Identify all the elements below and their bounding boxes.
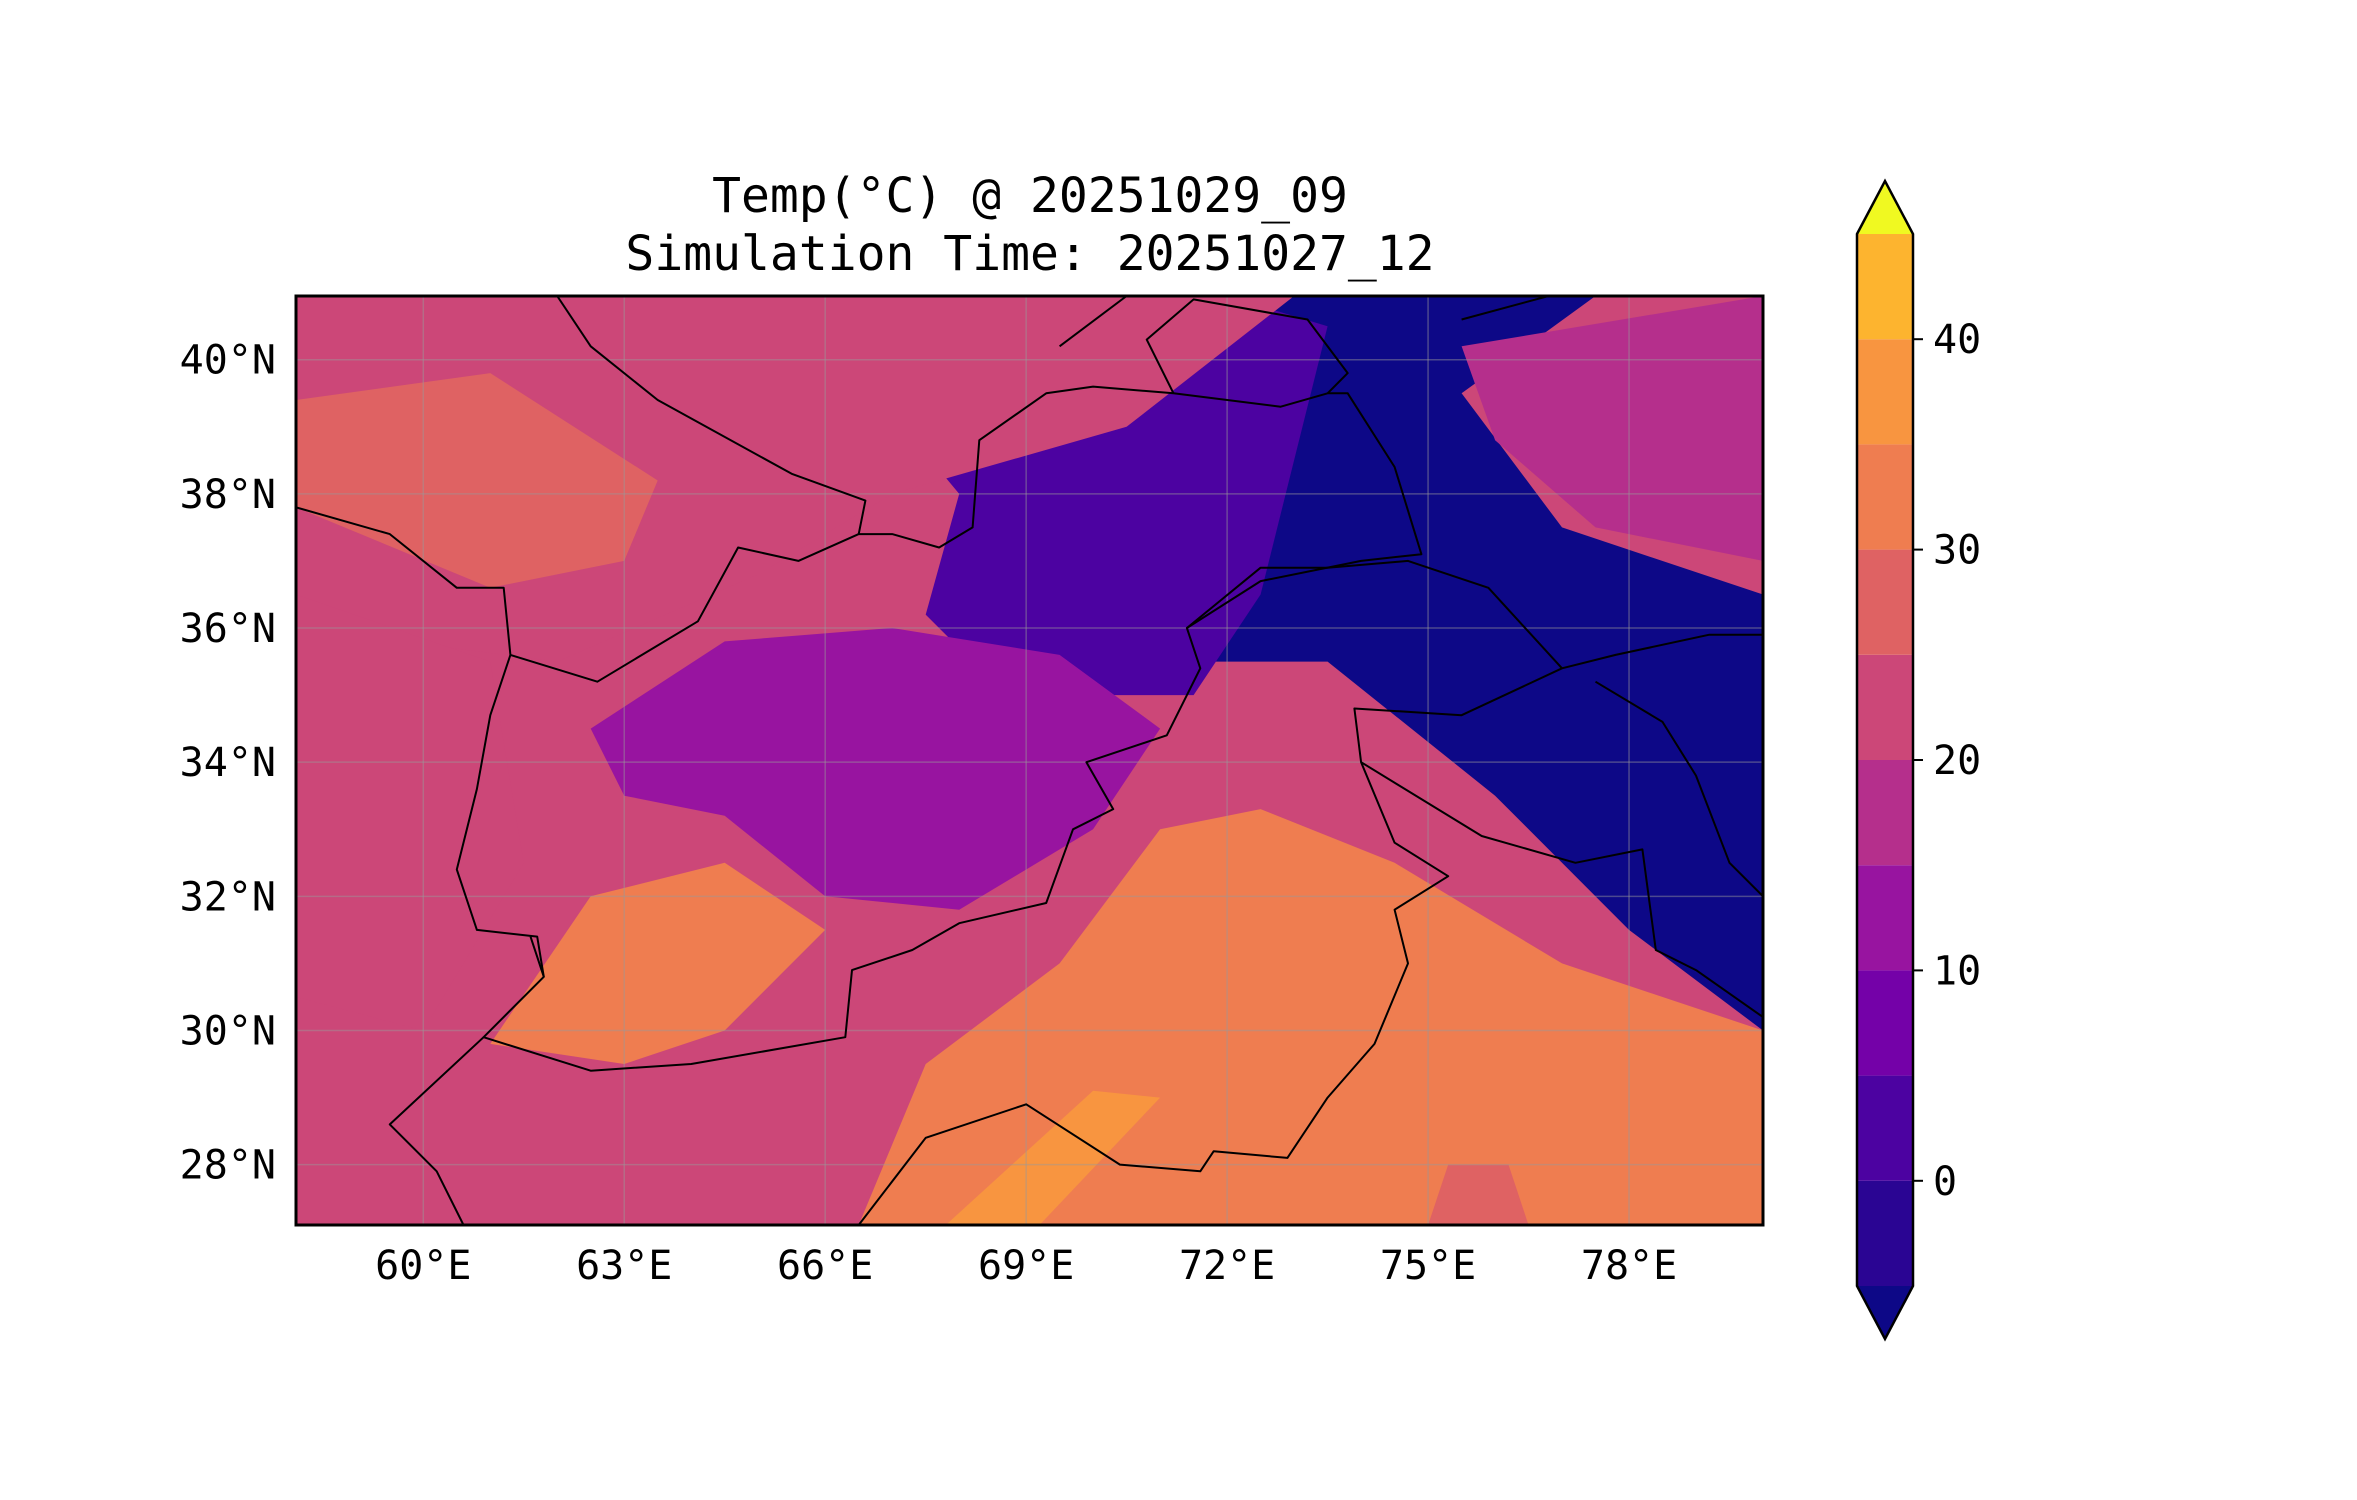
y-tick-label: 28°N [180,1143,276,1189]
colorbar-segment [1857,234,1913,340]
colorbar-segment [1857,1075,1913,1181]
x-tick-label: 78°E [1581,1243,1677,1289]
y-tick-label: 30°N [180,1008,276,1054]
x-tick-label: 66°E [777,1243,873,1289]
colorbar-segment [1857,549,1913,655]
colorbar-segment [1857,865,1913,971]
chart-title: Temp(°C) @ 20251029_09 [712,168,1348,224]
x-tick-label: 63°E [576,1243,672,1289]
country-border [1058,296,1128,348]
colorbar-extend-top [1857,181,1913,234]
y-axis-ticks: 28°N 30°N 32°N 34°N 36°N 38°N 40°N [180,338,276,1189]
colorbar: 0 10 20 30 40 [1855,178,1981,1342]
colorbar-segment [1857,970,1913,1076]
colorbar-tick-label: 30 [1933,528,1981,574]
country-border [556,296,867,535]
colorbar-segment [1857,654,1913,760]
colorbar-tick-label: 10 [1933,948,1981,994]
map-axes: 60°E 63°E 66°E 69°E 72°E 75°E 78°E 28°N 30°N 32°… [180,294,1765,1289]
country-borders [296,296,1763,1225]
colorbar-outline [1855,178,1915,1342]
field-region-afghan-highlands [590,628,1161,910]
field-region-rajasthan-patch [1428,1164,1529,1225]
country-border [296,385,1423,1072]
y-tick-label: 36°N [180,606,276,652]
colorbar-tick-label: 0 [1933,1159,1957,1205]
x-tick-label: 75°E [1380,1243,1476,1289]
colorbar-segment [1857,444,1913,550]
y-tick-label: 32°N [180,874,276,920]
colorbar-segment [1857,339,1913,445]
country-border [1594,680,1763,898]
x-axis-ticks: 60°E 63°E 66°E 69°E 72°E 75°E 78°E [375,1243,1677,1289]
temperature-field [296,296,1763,1225]
colorbar-segment [1857,1180,1913,1286]
y-tick-label: 38°N [180,472,276,518]
gridlines [296,296,1763,1225]
country-border [388,1036,485,1225]
country-border [1186,559,1563,669]
country-border [529,936,545,978]
country-border [857,633,1763,1225]
x-tick-label: 60°E [375,1243,471,1289]
field-region-sindh-hot [945,1090,1161,1225]
chart-subtitle: Simulation Time: 20251027_12 [625,226,1435,282]
x-tick-label: 69°E [978,1243,1074,1289]
colorbar-tick-label: 20 [1933,738,1981,784]
field-region-tarim-plateau [1461,296,1763,561]
field-region-iran-plateau-west [296,594,524,1031]
country-border [1145,298,1349,395]
colorbar-segment [1857,760,1913,866]
colorbar-extend-bottom [1857,1286,1913,1339]
x-tick-label: 72°E [1179,1243,1275,1289]
map-frame [294,294,1765,1227]
field-region-sistan-helmand [490,862,826,1064]
y-tick-label: 34°N [180,740,276,786]
y-tick-label: 40°N [180,338,276,384]
country-border [1360,761,1763,1018]
colorbar-tick-label: 40 [1933,317,1981,363]
country-border [1461,296,1549,321]
